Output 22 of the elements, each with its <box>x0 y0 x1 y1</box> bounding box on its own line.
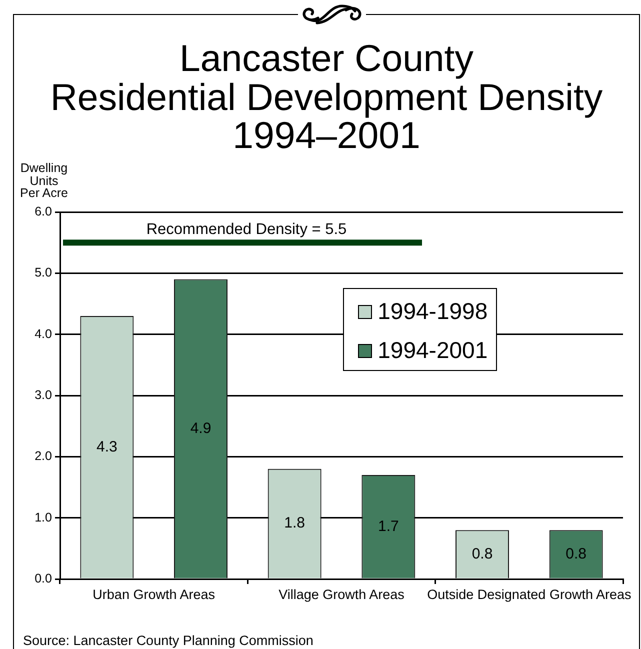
y-tick-label: 4.0 <box>34 326 52 341</box>
data-label: 0.8 <box>566 545 587 562</box>
y-tick-label: 3.0 <box>34 388 52 402</box>
ref-line-label: Recommended Density = 5.5 <box>146 221 347 238</box>
data-label: 4.9 <box>190 420 212 437</box>
chart-title: Lancaster County Residential Development Density 1994–2001 <box>49 37 604 156</box>
y-axis-title: Dwelling Units Per Acre <box>19 161 69 200</box>
data-label: 1.8 <box>284 514 306 532</box>
data-label: 0.8 <box>472 545 493 562</box>
source-note: Source: Lancaster County Planning Commission <box>23 633 314 648</box>
x-tick-label: Village Growth Areas <box>278 586 405 602</box>
data-label: 4.3 <box>96 438 118 456</box>
x-tick-label: Outside Designated Growth Areas <box>427 586 632 602</box>
y-tick-label: 5.0 <box>34 266 52 280</box>
data-label: 1.7 <box>378 518 399 535</box>
y-tick-label: 1.0 <box>34 510 52 524</box>
y-tick-label: 0.0 <box>34 571 52 586</box>
y-tick-label: 2.0 <box>34 449 52 464</box>
legend-label: 1994-2001 <box>378 336 488 365</box>
x-tick-label: Urban Growth Areas <box>92 586 216 602</box>
y-tick-label: 6.0 <box>34 204 52 218</box>
legend-label: 1994-1998 <box>378 297 488 326</box>
